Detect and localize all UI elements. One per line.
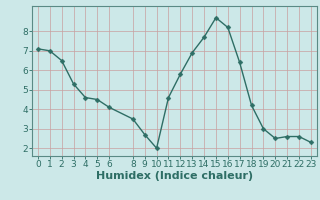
X-axis label: Humidex (Indice chaleur): Humidex (Indice chaleur) xyxy=(96,171,253,181)
